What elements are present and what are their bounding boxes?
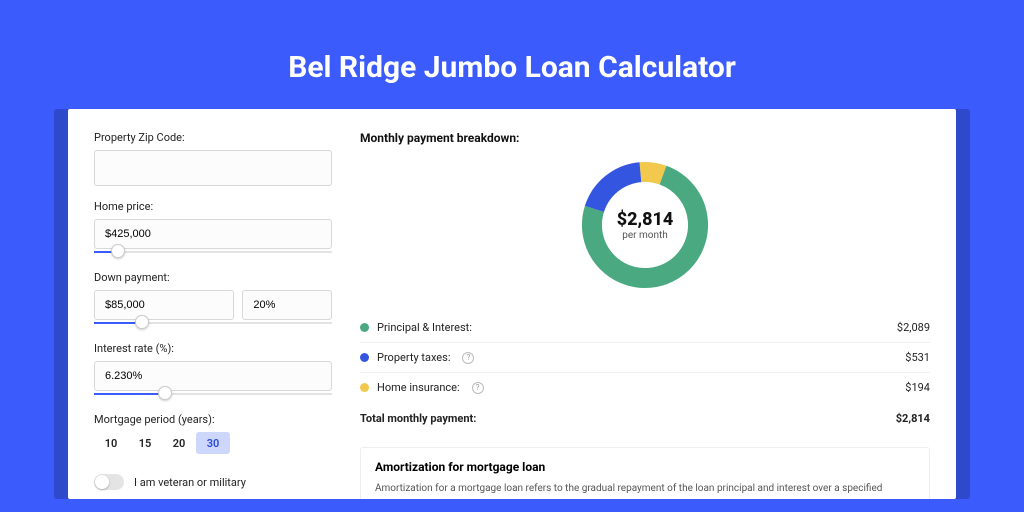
breakdown-label: Home insurance: [377, 381, 460, 394]
breakdown-amount: $194 [905, 381, 930, 394]
home-price-label: Home price: [94, 200, 332, 213]
breakdown-row: Property taxes:? $531 [360, 343, 930, 373]
mortgage-period-option-20[interactable]: 20 [162, 432, 196, 454]
down-payment-slider[interactable] [94, 318, 332, 328]
interest-rate-field: Interest rate (%): [94, 342, 332, 399]
mortgage-period-option-10[interactable]: 10 [94, 432, 128, 454]
mortgage-period-label: Mortgage period (years): [94, 413, 332, 426]
interest-rate-slider[interactable] [94, 389, 332, 399]
page-title: Bel Ridge Jumbo Loan Calculator [54, 50, 970, 85]
zip-label: Property Zip Code: [94, 131, 332, 144]
home-price-slider[interactable] [94, 247, 332, 257]
zip-field: Property Zip Code: [94, 131, 332, 186]
interest-rate-label: Interest rate (%): [94, 342, 332, 355]
down-payment-label: Down payment: [94, 271, 332, 284]
help-icon[interactable]: ? [472, 382, 484, 394]
legend-dot [360, 353, 369, 362]
down-payment-field: Down payment: [94, 271, 332, 328]
breakdown-amount: $2,089 [897, 321, 930, 334]
amortization-box: Amortization for mortgage loan Amortizat… [360, 447, 930, 499]
total-amount: $2,814 [896, 412, 930, 425]
breakdown-amount: $531 [905, 351, 930, 364]
donut-chart: $2,814 per month [360, 155, 930, 295]
down-payment-amount-input[interactable] [94, 290, 234, 320]
card-shadow: Property Zip Code: Home price: Down paym… [54, 109, 970, 499]
amortization-title: Amortization for mortgage loan [375, 460, 915, 474]
veteran-toggle[interactable] [94, 474, 124, 490]
zip-input[interactable] [94, 150, 332, 186]
legend-dot [360, 323, 369, 332]
form-column: Property Zip Code: Home price: Down paym… [94, 131, 332, 499]
page: Bel Ridge Jumbo Loan Calculator Property… [0, 0, 1024, 512]
amortization-text: Amortization for a mortgage loan refers … [375, 482, 915, 496]
calculator-card: Property Zip Code: Home price: Down paym… [68, 109, 956, 499]
veteran-label: I am veteran or military [134, 476, 246, 489]
breakdown-label: Property taxes: [377, 351, 450, 364]
mortgage-period-option-30[interactable]: 30 [196, 432, 230, 454]
help-icon[interactable]: ? [462, 352, 474, 364]
donut-value: $2,814 [617, 209, 674, 230]
interest-rate-input[interactable] [94, 361, 332, 391]
breakdown-row: Home insurance:? $194 [360, 373, 930, 402]
down-payment-pct-input[interactable] [242, 290, 332, 320]
breakdown-column: Monthly payment breakdown: $2,814 per mo… [360, 131, 930, 499]
total-row: Total monthly payment: $2,814 [360, 402, 930, 433]
home-price-input[interactable] [94, 219, 332, 249]
legend-dot [360, 383, 369, 392]
home-price-field: Home price: [94, 200, 332, 257]
breakdown-row: Principal & Interest: $2,089 [360, 313, 930, 343]
veteran-row: I am veteran or military [94, 474, 332, 490]
mortgage-period-option-15[interactable]: 15 [128, 432, 162, 454]
mortgage-period-field: Mortgage period (years): 10152030 [94, 413, 332, 454]
donut-subtitle: per month [617, 230, 674, 241]
breakdown-label: Principal & Interest: [377, 321, 472, 334]
breakdown-heading: Monthly payment breakdown: [360, 131, 930, 145]
total-label: Total monthly payment: [360, 412, 476, 425]
mortgage-period-options: 10152030 [94, 432, 332, 454]
